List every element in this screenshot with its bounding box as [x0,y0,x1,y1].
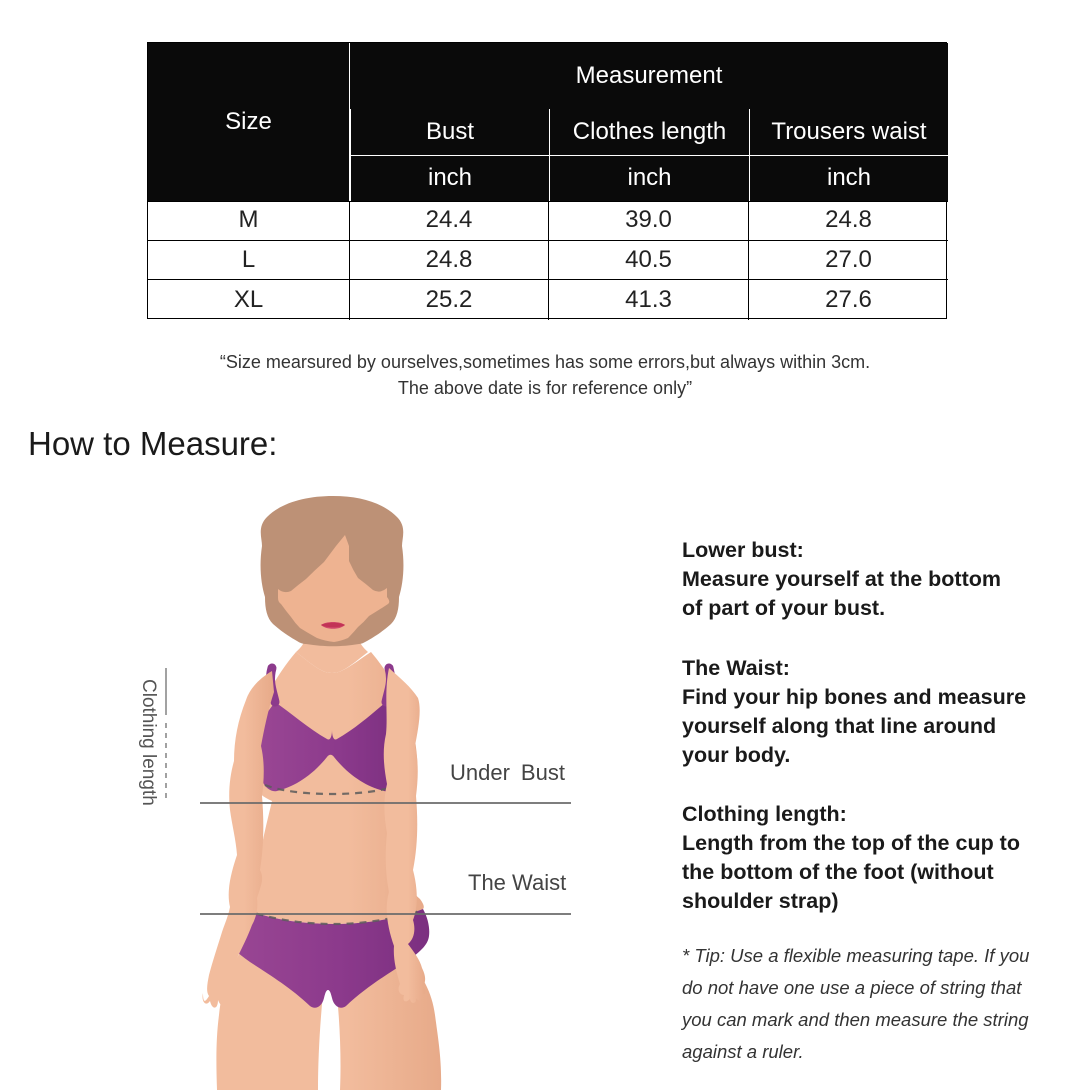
svg-text:The Waist: The Waist [468,870,566,895]
svg-text:Clothing length: Clothing length [138,679,159,806]
svg-text:Under Bust: Under Bust [450,760,565,785]
